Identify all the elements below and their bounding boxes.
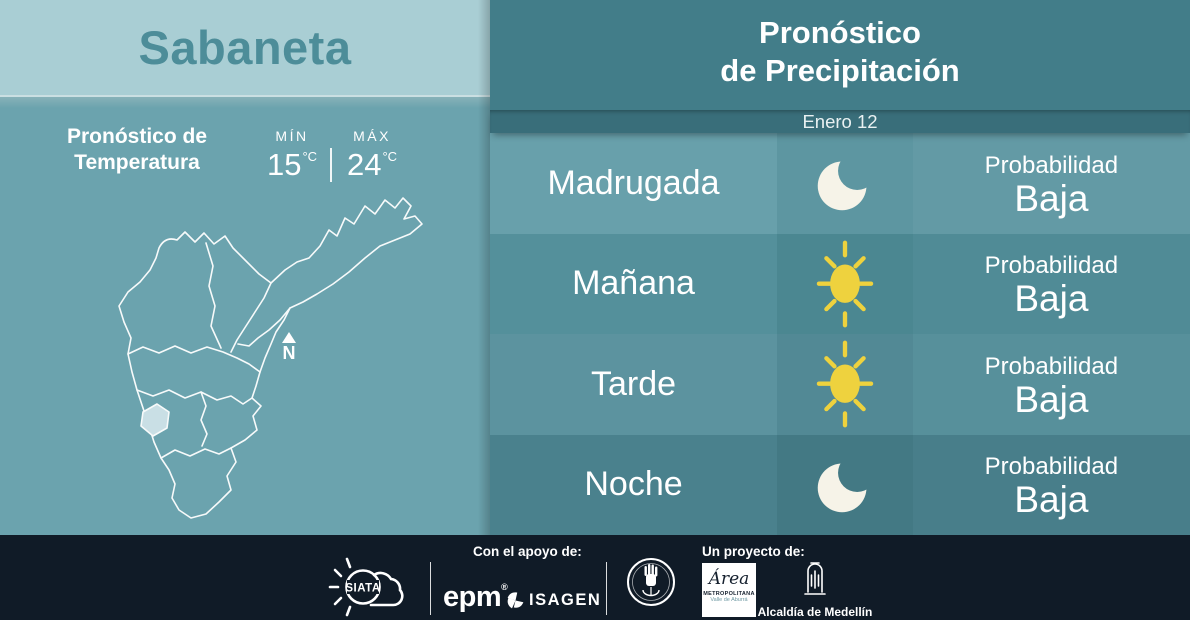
minmax-divider — [330, 148, 332, 182]
isagen-icon — [507, 592, 524, 609]
min-temperature: MÍN 15°C — [266, 128, 318, 182]
max-temperature: MÁX 24°C — [346, 128, 398, 182]
forecast-date: Enero 12 — [490, 110, 1190, 133]
period-label: Madrugada — [547, 163, 720, 202]
siata-logo: SIATA — [328, 557, 404, 617]
support-label: Con el apoyo de: — [473, 544, 582, 559]
probability-value: Baja — [1014, 479, 1089, 521]
weather-icon-cell — [777, 133, 913, 234]
sun-icon — [816, 240, 874, 328]
medellin-seal-logo — [627, 558, 675, 606]
probability-value: Baja — [1014, 378, 1089, 420]
alcaldia-logo: Alcaldía de Medellín — [750, 559, 880, 619]
north-compass: N — [276, 332, 302, 362]
probability-label: Probabilidad — [984, 252, 1119, 280]
epm-logo: epm — [443, 581, 502, 613]
city-header: Sabaneta — [0, 0, 490, 95]
forecast-row: Mañana Probabilidad Baja — [490, 233, 1190, 334]
probability-cell: Probabilidad Baja — [912, 334, 1190, 435]
map-outer-boundary — [118, 197, 423, 519]
city-title: Sabaneta — [138, 21, 352, 74]
map-boundary — [127, 345, 261, 373]
footer-divider — [430, 562, 431, 615]
probability-label: Probabilidad — [984, 453, 1119, 481]
probability-label: Probabilidad — [984, 151, 1119, 179]
moon-icon — [817, 463, 867, 513]
weather-icon-cell — [777, 334, 913, 435]
area-metropolitana-logo: Área METROPOLITANA Valle de Aburrá — [702, 563, 756, 617]
probability-value: Baja — [1014, 177, 1089, 219]
precipitation-panel: Pronóstico de Precipitación Enero 12 Mad… — [490, 0, 1190, 535]
weather-icon-cell — [777, 434, 913, 535]
project-label: Un proyecto de: — [702, 544, 805, 559]
max-value: 24 — [346, 147, 382, 182]
probability-cell: Probabilidad Baja — [912, 133, 1190, 234]
isagen-logo: ISAGEN — [529, 591, 602, 609]
map-boundary — [237, 307, 291, 347]
unit: °C — [382, 149, 398, 164]
moon-icon — [817, 161, 867, 211]
map-boundary — [136, 389, 253, 405]
sun-icon — [816, 340, 874, 428]
map-boundary — [205, 242, 222, 349]
siata-label: SIATA — [345, 583, 380, 595]
header-shadow — [0, 95, 490, 108]
probability-label: Probabilidad — [984, 352, 1119, 380]
forecast-row: Noche Probabilidad Baja — [490, 434, 1190, 535]
map-boundary — [160, 447, 232, 459]
probability-cell: Probabilidad Baja — [912, 233, 1190, 334]
north-letter: N — [282, 343, 296, 363]
period-label: Tarde — [590, 364, 677, 403]
map-boundary — [200, 391, 208, 447]
footer: Con el apoyo de: Un proyecto de: SIATA e… — [0, 535, 1190, 620]
area-script: Área — [708, 569, 750, 589]
unit: °C — [302, 149, 318, 164]
footer-divider — [606, 562, 607, 615]
map-boundary — [230, 282, 272, 353]
sabaneta-highlight — [140, 403, 170, 437]
min-value: 15 — [266, 147, 302, 182]
period-label: Mañana — [572, 264, 695, 303]
north-arrow-icon — [282, 332, 296, 343]
weather-icon-cell — [777, 233, 913, 334]
forecast-row: Madrugada Probabilidad Baja — [490, 133, 1190, 234]
temperature-panel: Pronóstico de Temperatura MÍN 15°C MÁX 2… — [0, 108, 490, 535]
aburra-valley-map — [118, 197, 423, 519]
forecast-row: Tarde Probabilidad Baja — [490, 334, 1190, 435]
forecast-rows: Madrugada Probabilidad Baja Mañana — [490, 133, 1190, 535]
precipitation-header: Pronóstico de Precipitación — [490, 0, 1190, 110]
alcaldia-caption: Alcaldía de Medellín — [757, 605, 873, 619]
temperature-heading: Pronóstico de Temperatura — [66, 125, 208, 174]
period-label: Noche — [584, 465, 683, 504]
registered-mark: ® — [501, 582, 508, 592]
alcaldia-emblem-icon — [804, 562, 826, 595]
probability-cell: Probabilidad Baja — [912, 434, 1190, 535]
probability-value: Baja — [1014, 278, 1089, 320]
